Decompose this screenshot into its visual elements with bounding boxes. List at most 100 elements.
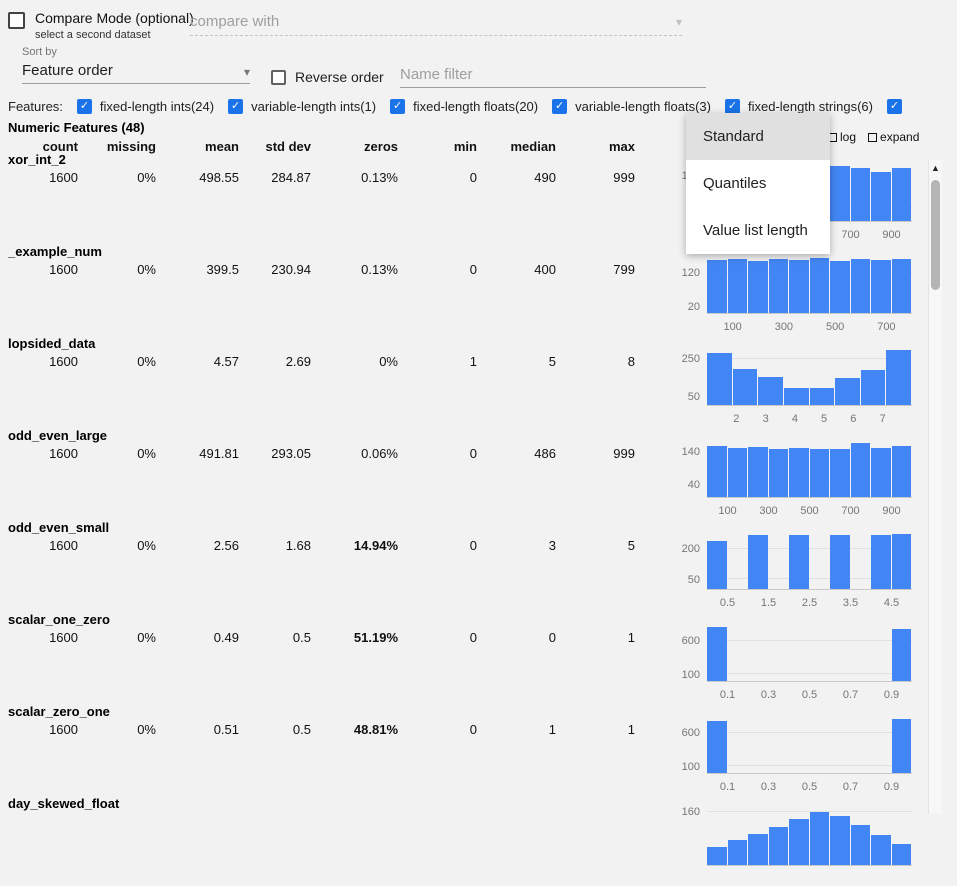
histogram-bar bbox=[768, 448, 788, 497]
feature-name: _example_num bbox=[8, 244, 102, 259]
compare-with-select[interactable]: compare with ▾ bbox=[190, 8, 682, 36]
menu-item[interactable]: Value list length bbox=[703, 222, 808, 239]
stat-max: 1 bbox=[627, 630, 635, 645]
histogram-bar bbox=[830, 449, 850, 497]
histogram-bar bbox=[707, 446, 727, 497]
feature-type-filter[interactable]: ✓ fixed-length ints(24) bbox=[76, 98, 214, 114]
column-header: zeros bbox=[364, 139, 398, 154]
histogram-bar bbox=[850, 442, 870, 497]
histogram-bar bbox=[830, 534, 850, 589]
checked-checkbox-icon[interactable]: ✓ bbox=[552, 98, 568, 114]
x-tick-label: 5 bbox=[820, 413, 828, 425]
stat-max: 999 bbox=[613, 446, 635, 461]
histogram-bar bbox=[886, 349, 911, 405]
feature-name: scalar_zero_one bbox=[8, 704, 110, 719]
histogram-x-axis: 2 3 4 5 6 7 bbox=[707, 413, 912, 426]
feature-name: odd_even_large bbox=[8, 428, 107, 443]
stat-zeros: 48.81% bbox=[353, 722, 398, 737]
stat-missing: 0% bbox=[137, 538, 156, 553]
x-tick-label: 0.1 bbox=[719, 689, 736, 701]
feature-histogram: 120 20 100 300 500 700 bbox=[650, 242, 922, 334]
feature-row: day_skewed_float 160 bbox=[0, 794, 957, 886]
feature-type-filter[interactable]: ✓ variable-length floats(3) bbox=[552, 98, 711, 114]
y-tick-label: 100 bbox=[681, 761, 700, 774]
compare-mode-labels: Compare Mode (optional) select a second … bbox=[35, 10, 194, 41]
histogram-bars bbox=[707, 532, 912, 589]
scrollbar-thumb[interactable] bbox=[931, 180, 940, 290]
x-tick-label: 4.5 bbox=[883, 597, 900, 609]
feature-row: odd_even_large 1600 0% 491.81 293.05 0.06% 0 48… bbox=[0, 426, 957, 518]
checked-checkbox-icon[interactable]: ✓ bbox=[228, 98, 244, 114]
compare-mode-checkbox[interactable] bbox=[8, 12, 25, 29]
stat-std_dev: 293.05 bbox=[271, 446, 311, 461]
histogram-bars bbox=[707, 716, 912, 773]
checked-checkbox-icon[interactable]: ✓ bbox=[390, 98, 406, 114]
stat-mean: 2.56 bbox=[213, 538, 239, 553]
checked-checkbox-icon[interactable]: ✓ bbox=[76, 98, 92, 114]
feature-stats: 1600 0% 0.51 0.5 48.81% 0 1 1 bbox=[0, 722, 635, 737]
x-tick-label: 0.1 bbox=[719, 781, 736, 793]
histogram-bar bbox=[789, 534, 809, 589]
y-tick-label: 20 bbox=[687, 301, 700, 314]
menu-item[interactable]: Quantiles bbox=[703, 175, 767, 192]
histogram-bar bbox=[748, 447, 768, 497]
column-headers: count missing mean std dev zeros min median max bbox=[0, 139, 635, 154]
feature-name: odd_even_small bbox=[8, 520, 110, 535]
x-tick-label: 0.5 bbox=[801, 689, 818, 701]
stat-missing: 0% bbox=[137, 170, 156, 185]
histogram-plot bbox=[707, 348, 912, 406]
histogram-bar bbox=[727, 258, 747, 313]
feature-name: scalar_one_zero bbox=[8, 612, 110, 627]
feature-type-filter[interactable]: ✓ fixed-length strings(6) bbox=[724, 98, 873, 114]
stat-std_dev: 2.69 bbox=[285, 354, 311, 369]
stat-mean: 0.49 bbox=[213, 630, 239, 645]
x-tick-label: 100 bbox=[718, 505, 737, 517]
reverse-order-checkbox[interactable] bbox=[271, 69, 286, 85]
histogram-plot bbox=[707, 808, 912, 866]
stat-missing: 0% bbox=[137, 262, 156, 277]
scrollbar[interactable]: ▲ bbox=[928, 160, 942, 814]
histogram-bar bbox=[789, 818, 809, 865]
histogram-bars bbox=[707, 256, 912, 313]
stat-count: 1600 bbox=[49, 170, 78, 185]
histogram-bar bbox=[789, 260, 809, 313]
stat-count: 1600 bbox=[49, 354, 78, 369]
histogram-bar bbox=[783, 387, 809, 405]
histogram-plot bbox=[707, 440, 912, 498]
histogram-bar bbox=[860, 370, 886, 405]
histogram-bar bbox=[727, 448, 747, 497]
sort-by-value: Feature order bbox=[22, 62, 113, 79]
histogram-bars bbox=[707, 348, 912, 405]
log-toggle[interactable]: log bbox=[828, 130, 856, 144]
name-filter-input[interactable]: Name filter bbox=[400, 62, 706, 88]
feature-type-filter[interactable]: ✓ bbox=[886, 98, 910, 114]
x-tick-label: 0.9 bbox=[883, 781, 900, 793]
stat-median: 1 bbox=[548, 722, 556, 737]
stat-std_dev: 0.5 bbox=[292, 630, 311, 645]
feature-stats: 1600 0% 498.55 284.87 0.13% 0 490 999 bbox=[0, 170, 635, 185]
y-tick-label: 250 bbox=[681, 353, 700, 366]
sort-by-select[interactable]: Feature order ▾ bbox=[22, 58, 250, 84]
feature-histogram: 600 100 0.1 0.3 0.5 0.7 0.9 bbox=[650, 702, 922, 794]
feature-type-filter[interactable]: ✓ fixed-length floats(20) bbox=[390, 98, 538, 114]
scroll-up-arrow-icon[interactable]: ▲ bbox=[931, 163, 940, 173]
compare-mode-block: Compare Mode (optional) select a second … bbox=[8, 10, 194, 41]
y-tick-label: 50 bbox=[687, 573, 700, 586]
checked-checkbox-icon[interactable]: ✓ bbox=[724, 98, 740, 114]
histogram-bars bbox=[707, 624, 912, 681]
histogram-bar bbox=[727, 840, 747, 865]
menu-item[interactable]: Standard bbox=[686, 113, 830, 160]
gridline bbox=[707, 640, 912, 642]
histogram-y-axis: 600 100 bbox=[650, 716, 702, 774]
feature-type-filter[interactable]: ✓ variable-length ints(1) bbox=[228, 98, 376, 114]
y-tick-label: 140 bbox=[681, 446, 700, 459]
name-filter-placeholder: Name filter bbox=[400, 66, 473, 83]
histogram-x-axis bbox=[707, 873, 912, 886]
histogram-bar bbox=[768, 826, 788, 865]
expand-toggle[interactable]: expand bbox=[868, 130, 919, 144]
stat-std_dev: 0.5 bbox=[292, 722, 311, 737]
checked-checkbox-icon[interactable]: ✓ bbox=[886, 98, 902, 114]
histogram-bar bbox=[809, 388, 835, 405]
chevron-down-icon: ▾ bbox=[675, 14, 682, 29]
expand-checkbox[interactable] bbox=[868, 132, 878, 142]
